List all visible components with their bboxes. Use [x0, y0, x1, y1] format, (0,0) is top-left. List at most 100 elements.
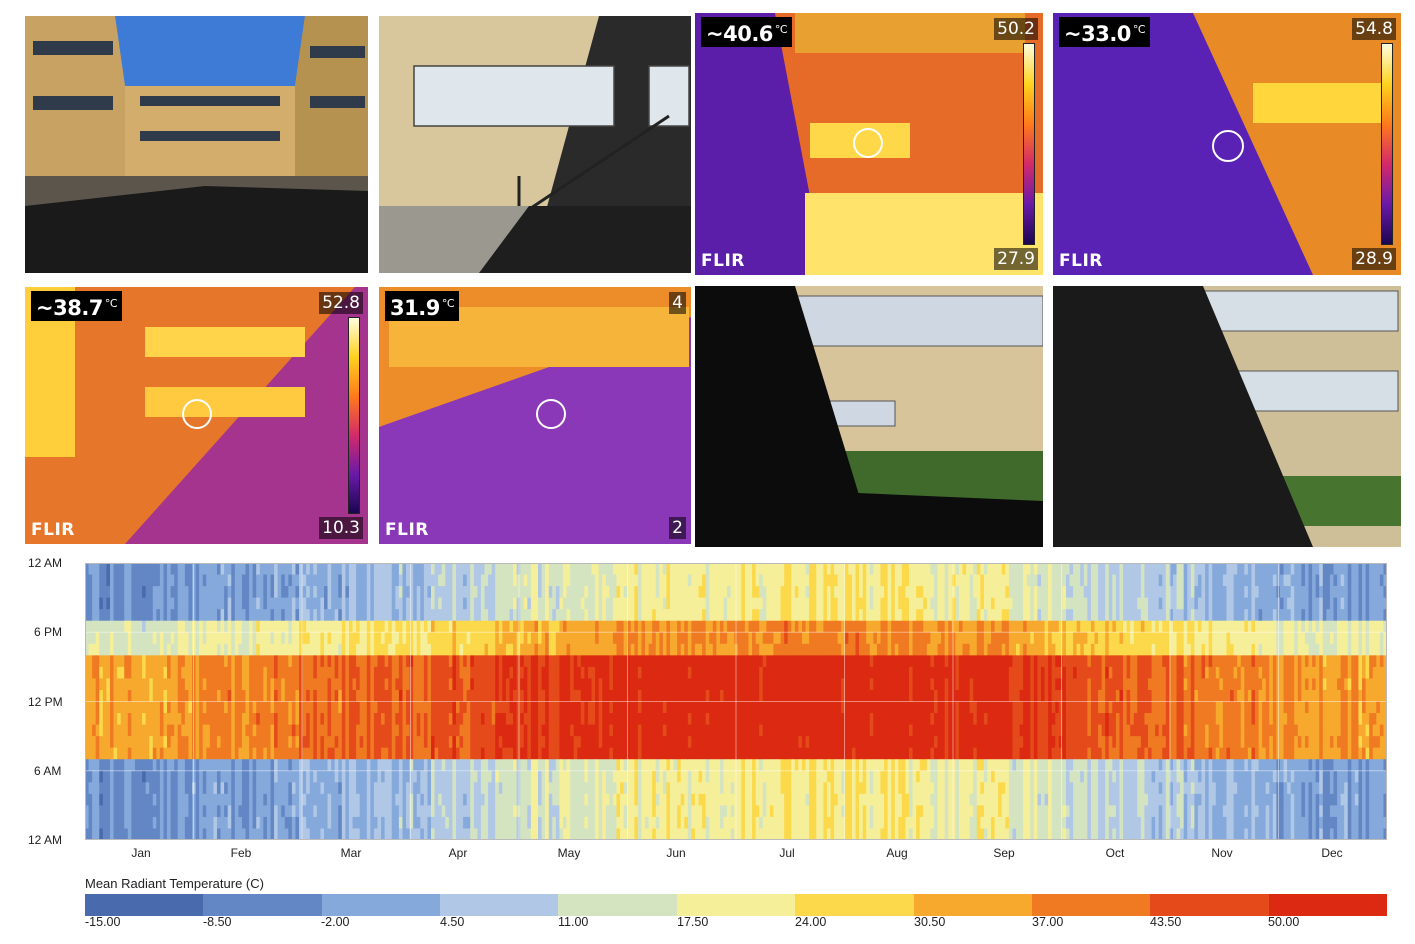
- heatmap-cell: [366, 689, 371, 703]
- heatmap-cell: [680, 586, 685, 599]
- heatmap-cell: [313, 632, 318, 645]
- heatmap-cell: [616, 643, 621, 656]
- heatmap-cell: [552, 678, 557, 691]
- heatmap-cell: [306, 643, 311, 656]
- heatmap-cell: [438, 816, 443, 830]
- heatmap-cell: [555, 736, 561, 749]
- heatmap-cell: [798, 678, 803, 691]
- heatmap-cell: [409, 793, 414, 806]
- heatmap-cell: [662, 597, 668, 610]
- heatmap-cell: [206, 655, 211, 668]
- heatmap-cell: [484, 632, 489, 645]
- heatmap-cell: [687, 759, 693, 772]
- heatmap-cell: [801, 563, 807, 576]
- heatmap-cell: [712, 563, 717, 576]
- heatmap-cell: [673, 782, 678, 795]
- heatmap-cell: [356, 793, 361, 806]
- heatmap-cell: [609, 770, 614, 783]
- heatmap-cell: [452, 724, 457, 737]
- heatmap-cell: [645, 770, 650, 783]
- heatmap-cell: [106, 689, 111, 703]
- heatmap-cell: [131, 816, 136, 830]
- heatmap-cell: [281, 793, 286, 806]
- heatmap-cell: [320, 701, 325, 714]
- heatmap-cell: [338, 759, 343, 772]
- heatmap-cell: [670, 597, 675, 610]
- heatmap-cell: [687, 563, 693, 576]
- heatmap-cell: [281, 782, 286, 795]
- heatmap-cell: [509, 563, 514, 576]
- heatmap-cell: [727, 678, 732, 691]
- heatmap-cell: [388, 713, 393, 726]
- heatmap-cell: [206, 689, 211, 703]
- heatmap-cell: [370, 666, 375, 680]
- heatmap-cell: [794, 701, 800, 714]
- heatmap-cell: [216, 770, 222, 783]
- heatmap-cell: [734, 655, 739, 668]
- heatmap-cell: [652, 678, 657, 691]
- heatmap-cell: [584, 666, 589, 680]
- heatmap-cell: [224, 632, 229, 645]
- heatmap-cell: [463, 782, 468, 795]
- heatmap-cell: [744, 805, 750, 818]
- heatmap-cell: [431, 586, 436, 599]
- heatmap-cell: [752, 632, 757, 645]
- heatmap-cell: [752, 713, 757, 726]
- heatmap-cell: [777, 643, 782, 656]
- heatmap-cell: [124, 759, 129, 772]
- heatmap-cell: [773, 701, 778, 714]
- heatmap-cell: [316, 770, 322, 783]
- heatmap-cell: [106, 586, 111, 599]
- heatmap-cell: [691, 689, 696, 703]
- heatmap-cell: [609, 574, 614, 587]
- heatmap-cell: [819, 713, 824, 726]
- heatmap-cell: [209, 632, 215, 645]
- heatmap-cell: [516, 782, 521, 795]
- heatmap-cell: [741, 759, 746, 772]
- heatmap-cell: [438, 759, 443, 772]
- heatmap-cell: [295, 828, 300, 840]
- heatmap-cell: [195, 666, 200, 680]
- heatmap-cell: [752, 597, 757, 610]
- heatmap-cell: [398, 689, 404, 703]
- heatmap-cell: [677, 736, 682, 749]
- heatmap-cell: [324, 713, 329, 726]
- heatmap-cell: [388, 701, 393, 714]
- heatmap-cell: [263, 713, 268, 726]
- heatmap-cell: [645, 793, 650, 806]
- heatmap-cell: [691, 620, 696, 633]
- heatmap-cell: [694, 770, 700, 783]
- heatmap-cell: [538, 701, 543, 714]
- heatmap-cell: [491, 597, 496, 610]
- heatmap-cell: [270, 666, 275, 680]
- heatmap-cell: [199, 828, 204, 840]
- heatmap-cell: [473, 701, 478, 714]
- heatmap-cell: [117, 701, 122, 714]
- heatmap-cell: [241, 724, 247, 737]
- heatmap-cell: [716, 770, 721, 783]
- heatmap-cell: [723, 713, 728, 726]
- heatmap-cell: [88, 724, 93, 737]
- heatmap-cell: [484, 793, 489, 806]
- heatmap-cell: [241, 632, 247, 645]
- heatmap-cell: [705, 632, 710, 645]
- heatmap-cell: [798, 782, 803, 795]
- heatmap-cell: [727, 747, 732, 760]
- heatmap-cell: [645, 632, 650, 645]
- heatmap-cell: [716, 620, 721, 633]
- heatmap-cell: [373, 586, 379, 599]
- heatmap-cell: [184, 609, 190, 622]
- heatmap-cell: [398, 736, 404, 749]
- heatmap-cell: [113, 586, 118, 599]
- heatmap-cell: [505, 747, 511, 760]
- heatmap-cell: [530, 828, 536, 840]
- heatmap-cell: [737, 816, 742, 830]
- heatmap-cell: [316, 782, 322, 795]
- heatmap-cell: [752, 805, 757, 818]
- heatmap-cell: [327, 620, 332, 633]
- heatmap-cell: [413, 597, 418, 610]
- heatmap-cell: [341, 563, 346, 576]
- heatmap-cell: [327, 759, 332, 772]
- heatmap-cell: [327, 701, 332, 714]
- heatmap-cell: [591, 655, 596, 668]
